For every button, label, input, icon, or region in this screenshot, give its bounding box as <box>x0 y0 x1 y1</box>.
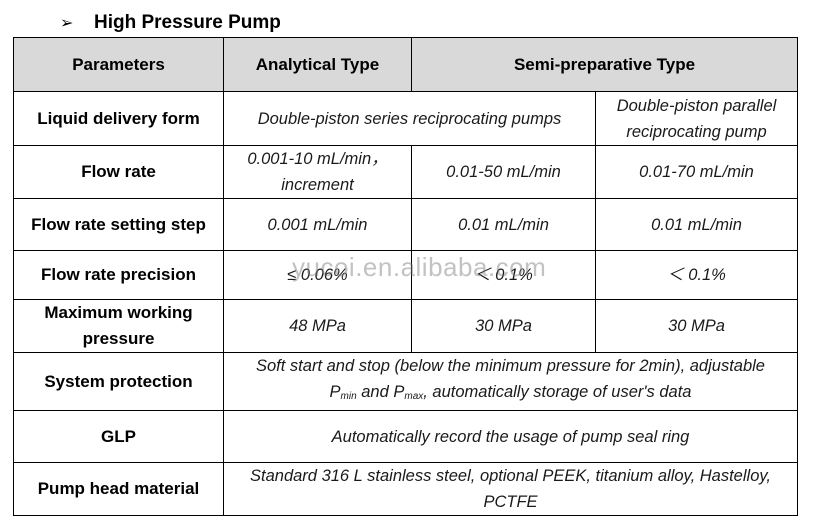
value-cell: Automatically record the usage of pump s… <box>223 410 798 463</box>
table-row: Flow rate setting step 0.001 mL/min 0.01… <box>13 198 798 251</box>
value-cell: 30 MPa <box>595 299 798 353</box>
table-row: Liquid delivery form Double-piston serie… <box>13 91 798 146</box>
table-row: GLP Automatically record the usage of pu… <box>13 410 798 463</box>
header-parameters: Parameters <box>13 37 224 92</box>
value-cell: 48 MPa <box>223 299 412 353</box>
value-cell: 30 MPa <box>411 299 596 353</box>
param-label: Flow rate setting step <box>13 198 224 251</box>
table-row: Pump head material Standard 316 L stainl… <box>13 462 798 516</box>
value-cell: ＜ 0.1% <box>595 250 798 300</box>
table-row: Maximum working pressure 48 MPa 30 MPa 3… <box>13 299 798 353</box>
param-label: Flow rate <box>13 145 224 199</box>
specs-table: Parameters Analytical Type Semi-preparat… <box>13 37 798 516</box>
arrow-bullet-icon: ➢ <box>60 15 74 32</box>
value-cell: Double-piston series reciprocating pumps <box>223 91 596 146</box>
table-row: Flow rate precision ≤ 0.06% ＜ 0.1% ＜ 0.1… <box>13 250 798 300</box>
param-label: System protection <box>13 352 224 411</box>
param-label: Maximum working pressure <box>13 299 224 353</box>
value-cell: Double-piston parallel reciprocating pum… <box>595 91 798 146</box>
section-title-text: High Pressure Pump <box>94 12 281 33</box>
value-cell: 0.01-50 mL/min <box>411 145 596 199</box>
param-label: Flow rate precision <box>13 250 224 300</box>
value-cell: Standard 316 L stainless steel, optional… <box>223 462 798 516</box>
table-header-row: Parameters Analytical Type Semi-preparat… <box>13 37 798 92</box>
param-label: Pump head material <box>13 462 224 516</box>
value-cell: 0.01 mL/min <box>411 198 596 251</box>
value-cell: 0.01 mL/min <box>595 198 798 251</box>
header-analytical: Analytical Type <box>223 37 412 92</box>
value-cell: Soft start and stop (below the minimum p… <box>223 352 798 411</box>
value-cell: 0.001-10 mL/min， increment <box>223 145 412 199</box>
header-semi-preparative: Semi-preparative Type <box>411 37 798 92</box>
section-title: ➢ High Pressure Pump <box>60 10 281 36</box>
value-cell: 0.01-70 mL/min <box>595 145 798 199</box>
param-label: Liquid delivery form <box>13 91 224 146</box>
value-cell: ＜ 0.1% <box>411 250 596 300</box>
system-protection-line1: Soft start and stop (below the minimum p… <box>256 357 765 375</box>
table-row: Flow rate 0.001-10 mL/min， increment 0.0… <box>13 145 798 199</box>
table-row: System protection Soft start and stop (b… <box>13 352 798 411</box>
value-cell: ≤ 0.06% <box>223 250 412 300</box>
value-cell: 0.001 mL/min <box>223 198 412 251</box>
param-label: GLP <box>13 410 224 463</box>
